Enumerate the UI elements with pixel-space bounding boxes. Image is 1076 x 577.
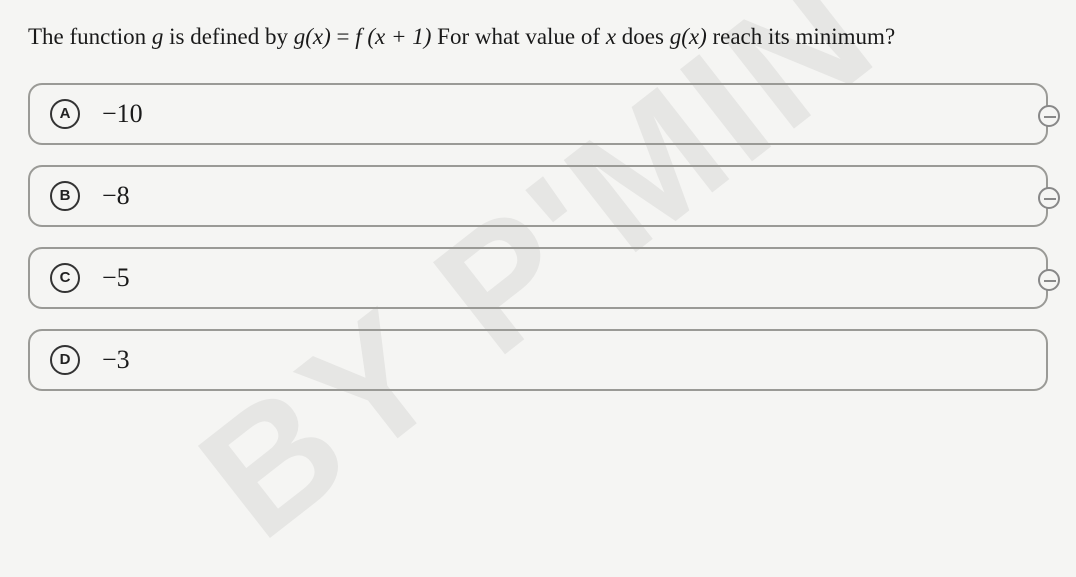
option-value: −3 xyxy=(102,345,130,375)
option-letter: B xyxy=(50,181,80,211)
option-d[interactable]: D −3 xyxy=(28,329,1048,391)
option-letter: D xyxy=(50,345,80,375)
q-gx: g(x) xyxy=(670,24,707,49)
q-seg-2: is defined by xyxy=(163,24,293,49)
option-value: −8 xyxy=(102,181,130,211)
q-eq-right: f (x + 1) xyxy=(355,24,431,49)
option-b[interactable]: B −8 xyxy=(28,165,1048,227)
q-eq-left: g(x) xyxy=(294,24,331,49)
q-g: g xyxy=(152,24,164,49)
side-handle-icon xyxy=(1038,187,1060,209)
options-list: A −10 B −8 C −5 D −3 xyxy=(28,83,1048,391)
option-c[interactable]: C −5 xyxy=(28,247,1048,309)
option-a[interactable]: A −10 xyxy=(28,83,1048,145)
q-seg-1: The function xyxy=(28,24,152,49)
side-handle-icon xyxy=(1038,269,1060,291)
side-handle-icon xyxy=(1038,105,1060,127)
option-letter: A xyxy=(50,99,80,129)
option-value: −5 xyxy=(102,263,130,293)
question-text: The function g is defined by g(x) = f (x… xyxy=(28,20,1048,55)
q-eq-eq: = xyxy=(331,24,355,49)
option-value: −10 xyxy=(102,99,143,129)
q-x: x xyxy=(606,24,616,49)
q-seg-3: For what value of xyxy=(431,24,605,49)
q-seg-5: reach its minimum? xyxy=(707,24,895,49)
q-seg-4: does xyxy=(616,24,670,49)
option-letter: C xyxy=(50,263,80,293)
